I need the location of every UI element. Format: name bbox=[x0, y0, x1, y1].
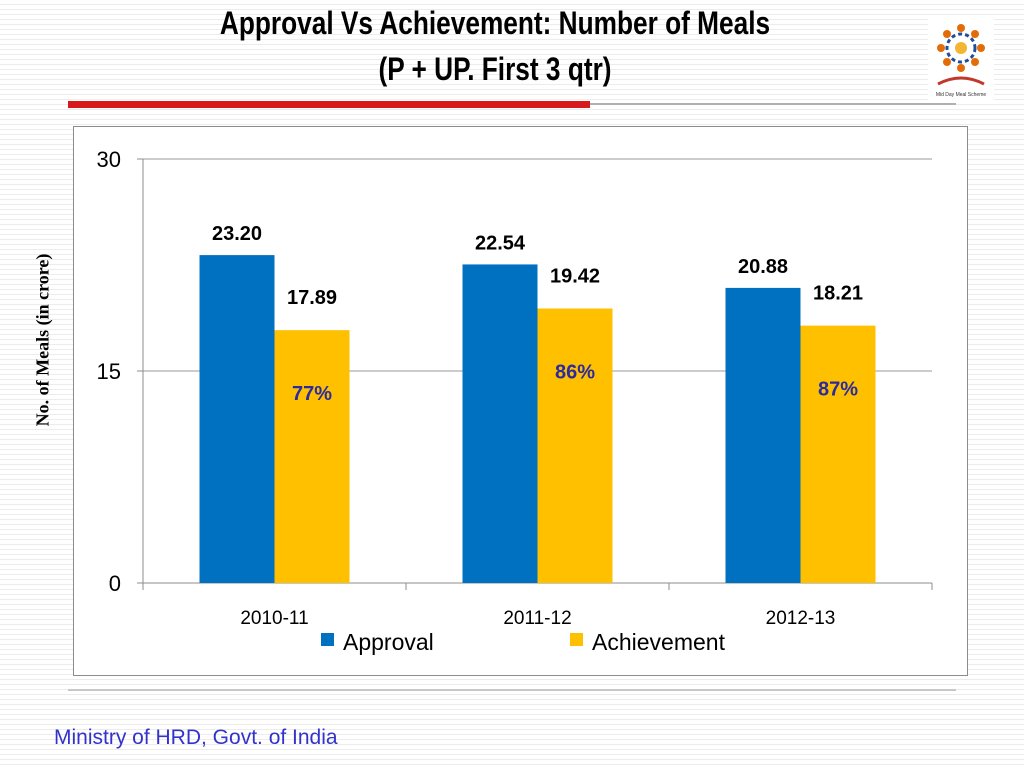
y-tick-label: 15 bbox=[97, 359, 121, 384]
percent-annotation: 86% bbox=[555, 362, 595, 384]
y-tick-label: 0 bbox=[109, 571, 121, 596]
logo-caption: Mid Day Meal Scheme bbox=[935, 92, 987, 98]
percent-annotation: 77% bbox=[292, 383, 332, 405]
mid-day-meal-scheme-emblem-icon bbox=[937, 24, 985, 86]
data-label: 19.42 bbox=[550, 266, 600, 288]
data-label: 20.88 bbox=[738, 256, 788, 278]
mid-day-meal-logo: Mid Day Meal Scheme bbox=[928, 18, 994, 104]
x-tick-label: 2011-12 bbox=[503, 608, 571, 629]
bar-achievement-2011-12 bbox=[537, 308, 613, 583]
slide-subtitle: (P + UP. First 3 qtr) bbox=[378, 51, 612, 87]
legend-swatch-approval bbox=[321, 633, 334, 646]
data-label: 17.89 bbox=[287, 287, 337, 309]
legend-label: Achievement bbox=[592, 629, 726, 655]
legend-label: Approval bbox=[343, 629, 434, 655]
x-tick-label: 2012-13 bbox=[766, 608, 836, 629]
y-tick-label: 30 bbox=[97, 147, 121, 172]
bar-approval-2012-13 bbox=[725, 287, 801, 583]
bar-achievement-2012-13 bbox=[800, 325, 876, 583]
data-label: 22.54 bbox=[475, 232, 526, 254]
chart-frame: 0 15 30 2010-11 23.20 17.89 77% 2011-12 22.54 19.… bbox=[73, 126, 968, 676]
footer-text: Ministry of HRD, Govt. of India bbox=[54, 726, 338, 749]
bar-approval-2011-12 bbox=[462, 264, 538, 583]
x-tick-label: 2010-11 bbox=[240, 608, 308, 629]
bar-chart: 0 15 30 2010-11 23.20 17.89 77% 2011-12 22.54 19.… bbox=[97, 147, 933, 655]
data-label: 18.21 bbox=[813, 283, 863, 305]
data-label: 23.20 bbox=[212, 223, 262, 245]
footer-divider bbox=[68, 689, 956, 691]
y-axis-title: No. of Meals (in crore) bbox=[32, 253, 53, 427]
bar-approval-2010-11 bbox=[199, 255, 275, 583]
title-divider bbox=[590, 103, 956, 105]
legend-swatch-achievement bbox=[570, 633, 583, 646]
bar-achievement-2010-11 bbox=[274, 330, 350, 583]
slide-title: Approval Vs Achievement: Number of Meals bbox=[219, 5, 771, 41]
percent-annotation: 87% bbox=[818, 379, 858, 401]
title-accent-bar bbox=[68, 101, 590, 108]
